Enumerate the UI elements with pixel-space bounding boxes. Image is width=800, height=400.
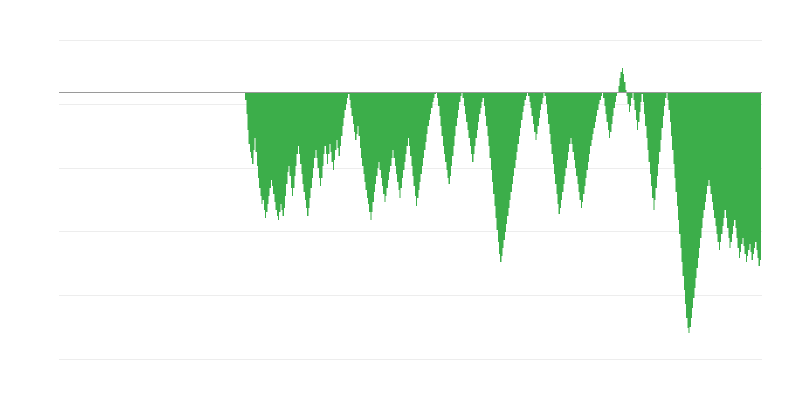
drawdown-area (244, 68, 761, 333)
drawdown-series (244, 68, 761, 333)
